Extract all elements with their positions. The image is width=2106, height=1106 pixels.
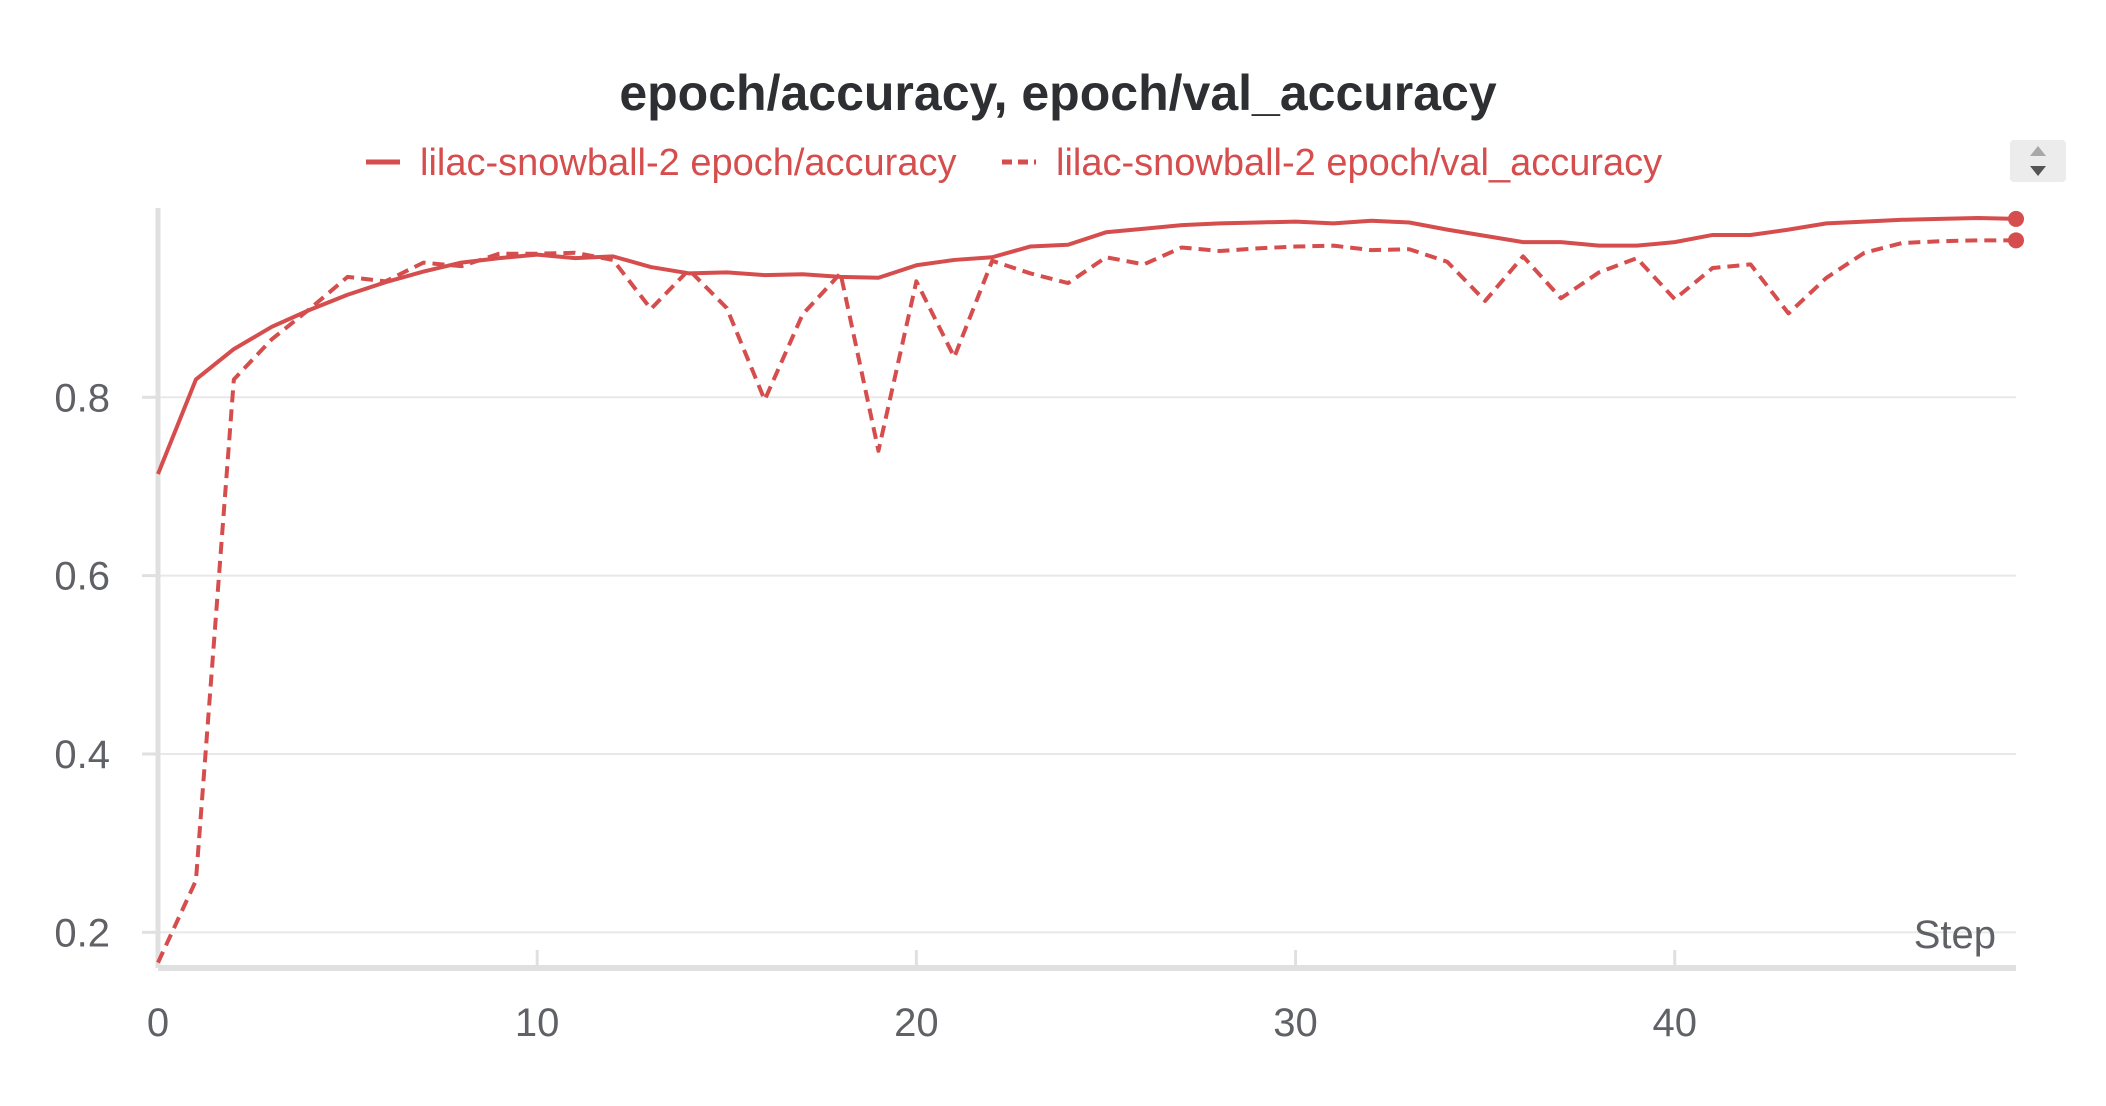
legend-label-accuracy: lilac-snowball-2 epoch/accuracy [420,142,956,184]
chart-title: epoch/accuracy, epoch/val_accuracy [619,65,1497,121]
grid [158,396,2016,934]
series-layer [156,210,2024,964]
axes [155,208,2016,971]
x-tick-label: 30 [1273,1001,1318,1045]
y-tick-label: 0.6 [54,555,110,599]
up-down-arrows-icon [2030,146,2046,176]
ticks: 0.2 0.4 0.6 0.8 0 10 20 30 40 [54,376,1697,1045]
series-endpoint-lilac-snowball-2-epoch-val-accuracy[interactable] [2008,232,2024,249]
legend: lilac-snowball-2 epoch/accuracy lilac-sn… [366,142,1662,184]
series-line-lilac-snowball-2-epoch-accuracy[interactable] [156,216,2017,475]
legend-scroll-button[interactable] [2010,140,2066,182]
legend-item-val-accuracy[interactable]: lilac-snowball-2 epoch/val_accuracy [1002,142,1662,184]
x-axis-label: Step [1914,913,1996,957]
series-line-lilac-snowball-2-epoch-val-accuracy[interactable] [156,238,2016,964]
x-tick-label: 10 [515,1001,560,1045]
x-tick-label: 20 [894,1001,939,1045]
y-tick-label: 0.4 [54,733,110,777]
legend-label-val-accuracy: lilac-snowball-2 epoch/val_accuracy [1056,142,1662,184]
legend-item-accuracy[interactable]: lilac-snowball-2 epoch/accuracy [366,142,956,184]
x-tick-label: 0 [147,1001,169,1045]
x-tick-label: 40 [1652,1001,1697,1045]
y-tick-label: 0.2 [54,911,110,955]
series-endpoint-lilac-snowball-2-epoch-accuracy[interactable] [2008,210,2024,227]
y-tick-label: 0.8 [54,376,110,420]
